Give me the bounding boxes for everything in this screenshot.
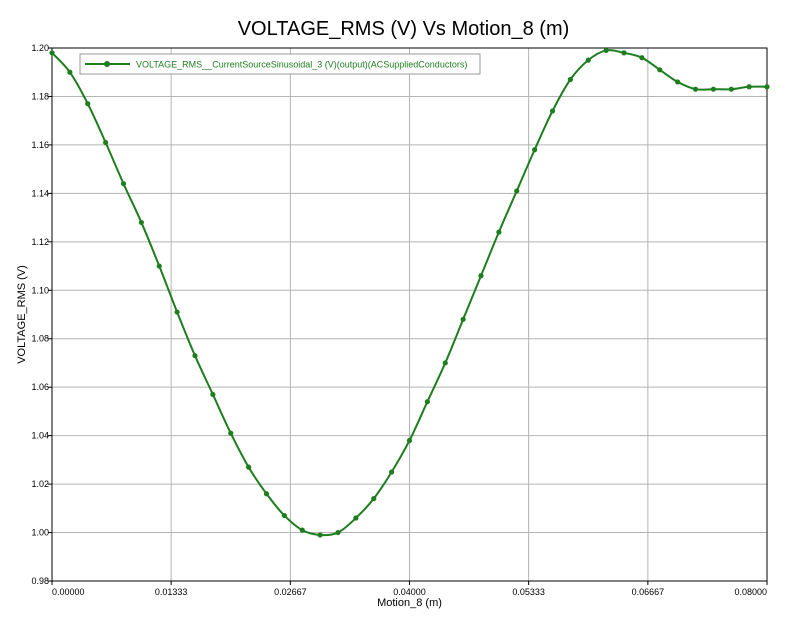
data-point	[532, 147, 538, 153]
data-point	[192, 353, 198, 359]
x-tick-label: 0.01333	[155, 587, 188, 597]
data-point	[496, 229, 502, 235]
data-point	[353, 515, 359, 521]
y-tick-label: 1.16	[31, 140, 49, 150]
data-point	[263, 491, 270, 497]
y-tick-label: 1.04	[31, 431, 49, 441]
data-point	[406, 437, 413, 444]
series-markers	[49, 47, 770, 538]
data-point	[621, 50, 627, 56]
y-tick-label: 1.12	[31, 237, 49, 247]
data-point	[567, 76, 573, 83]
data-point	[317, 532, 323, 538]
data-point	[299, 527, 305, 533]
data-point	[692, 86, 699, 92]
data-point	[138, 219, 144, 226]
x-axis-ticks: 0.00000 0.01333 0.02667 0.04000 0.05333 0.066…	[51, 581, 768, 597]
data-point	[585, 57, 591, 63]
data-point	[67, 69, 73, 75]
x-tick-label: 0.00000	[52, 587, 85, 597]
legend-box	[79, 53, 481, 75]
y-tick-label: 0.98	[31, 576, 49, 586]
data-point	[389, 469, 395, 475]
data-point	[728, 86, 734, 92]
data-point	[49, 50, 55, 56]
y-tick-label: 1.20	[31, 43, 49, 53]
y-tick-label: 1.18	[31, 91, 49, 101]
data-point	[675, 79, 681, 85]
legend-label: VOLTAGE_RMS__CurrentSourceSinusoidal_3 (…	[136, 60, 467, 70]
data-point	[639, 55, 645, 61]
data-point	[210, 391, 216, 398]
data-point	[85, 101, 91, 107]
data-point	[603, 47, 609, 54]
data-point	[478, 273, 484, 279]
data-point	[514, 188, 520, 194]
legend-marker	[104, 61, 110, 67]
data-point	[103, 139, 109, 146]
y-axis-ticks: 0.98 1.00 1.02 1.04 1.06 1.08 1.10 1.12 1.14 1.16…	[31, 43, 52, 586]
data-point	[156, 263, 162, 269]
data-point	[549, 108, 556, 114]
y-tick-label: 1.10	[31, 285, 49, 295]
data-point	[424, 399, 430, 405]
legend: VOLTAGE_RMS__CurrentSourceSinusoidal_3 (…	[79, 53, 481, 75]
data-point	[228, 430, 234, 436]
data-point	[371, 496, 377, 502]
x-tick-label: 0.05333	[512, 587, 545, 597]
data-point	[442, 360, 448, 366]
x-tick-label: 0.08000	[734, 587, 767, 597]
chart-title: VOLTAGE_RMS (V) Vs Motion_8 (m)	[237, 18, 570, 40]
y-tick-label: 1.06	[31, 382, 49, 392]
x-tick-label: 0.02667	[274, 587, 307, 597]
y-tick-label: 1.08	[31, 334, 49, 344]
data-point	[657, 67, 663, 73]
y-tick-label: 1.14	[31, 188, 49, 198]
data-point	[335, 529, 341, 536]
data-point	[764, 84, 770, 90]
y-axis-label: VOLTAGE_RMS (V)	[16, 265, 28, 364]
y-tick-label: 1.00	[31, 528, 49, 538]
x-tick-label: 0.06667	[632, 587, 665, 597]
data-point	[246, 464, 252, 470]
data-point	[120, 181, 127, 187]
data-point	[460, 316, 466, 322]
x-axis-label: Motion_8 (m)	[377, 597, 442, 609]
data-point	[174, 309, 180, 315]
y-tick-label: 1.02	[31, 479, 49, 489]
data-point	[710, 86, 716, 92]
data-point	[746, 84, 752, 90]
data-point	[281, 512, 287, 519]
x-tick-label: 0.04000	[393, 587, 426, 597]
